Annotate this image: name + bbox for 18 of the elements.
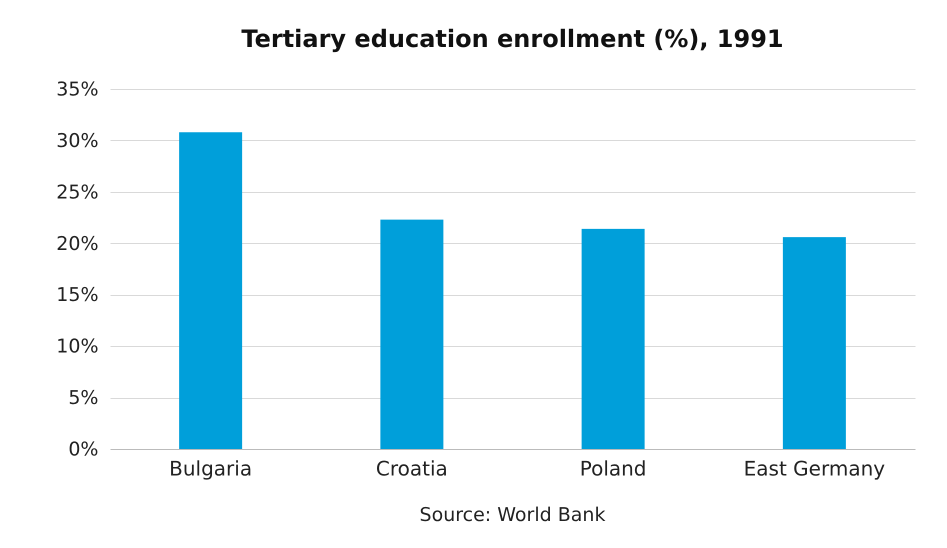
x-tick-label: Bulgaria [169,456,252,480]
y-tick-label: 35% [56,78,98,100]
y-tick-label: 25% [56,181,98,204]
y-tick-label: 5% [68,387,98,410]
x-tick-label: Croatia [376,456,448,480]
bar [380,220,444,449]
y-tick-label: 30% [56,130,98,152]
bar [582,228,645,449]
y-tick-label: 10% [56,336,98,358]
bar [782,237,846,449]
y-tick-label: 20% [56,232,98,255]
chart-title: Tertiary education enrollment (%), 1991 [241,25,784,53]
y-tick-label: 15% [56,284,98,306]
x-tick-label: East Germany [744,456,886,480]
x-tick-label: Poland [580,456,647,480]
y-tick-label: 0% [68,438,98,460]
source-note: Source: World Bank [420,504,606,526]
bar [179,132,242,449]
